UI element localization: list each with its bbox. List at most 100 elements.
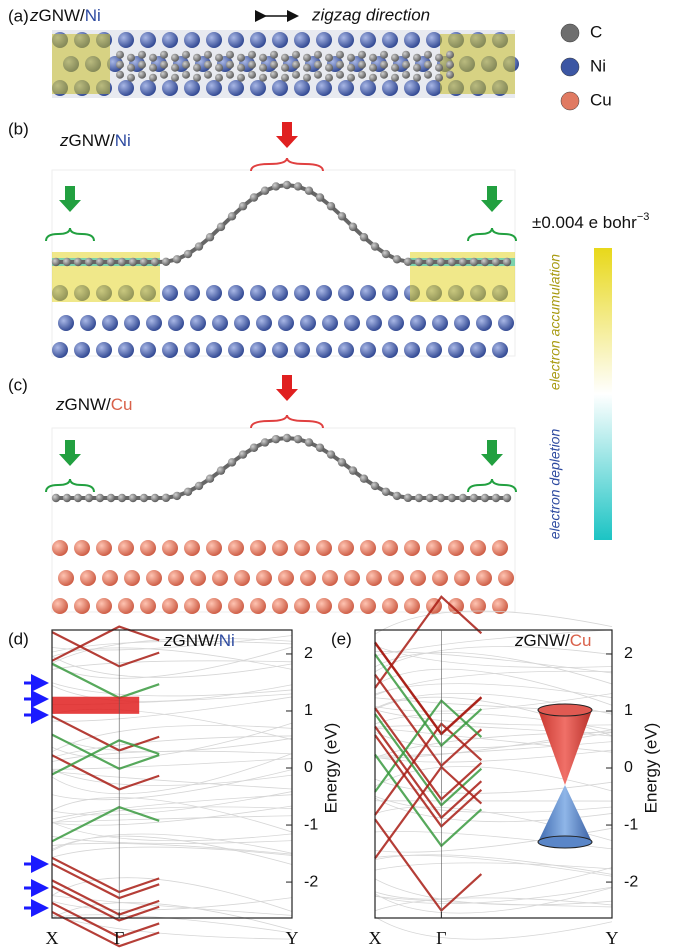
ni-atom bbox=[206, 80, 222, 96]
c-atom bbox=[204, 60, 212, 69]
c-atom bbox=[216, 466, 226, 475]
c-atom bbox=[226, 70, 234, 79]
c-atom bbox=[469, 257, 479, 267]
c-atom bbox=[314, 70, 322, 79]
ni-atom bbox=[382, 32, 398, 48]
metal-atom bbox=[382, 598, 398, 614]
band-line bbox=[374, 610, 613, 635]
metal-atom bbox=[272, 540, 288, 556]
metal-atom bbox=[344, 570, 360, 586]
brace bbox=[467, 478, 517, 493]
band-line bbox=[374, 887, 613, 914]
metal-atom bbox=[360, 598, 376, 614]
metal-atom bbox=[256, 315, 272, 331]
panel-title: zGNW/Ni bbox=[29, 6, 101, 25]
arrow bbox=[276, 122, 298, 148]
c-atom bbox=[171, 63, 179, 72]
c-atom bbox=[160, 70, 168, 79]
brace bbox=[250, 157, 324, 172]
c-atom bbox=[182, 70, 190, 79]
band-line bbox=[51, 901, 160, 939]
c-atom bbox=[183, 249, 193, 259]
c-atom bbox=[292, 70, 300, 79]
c-atom bbox=[303, 53, 311, 62]
metal-atom bbox=[432, 570, 448, 586]
c-atom bbox=[424, 60, 432, 69]
c-atom bbox=[403, 257, 413, 267]
c-atom bbox=[436, 493, 446, 503]
c-atom bbox=[413, 53, 421, 62]
c-atom bbox=[315, 193, 325, 202]
c-atom bbox=[171, 53, 179, 62]
c-atom bbox=[403, 493, 413, 503]
band-line bbox=[51, 910, 160, 948]
c-atom bbox=[458, 257, 468, 267]
title-main: GNW/ bbox=[65, 395, 112, 414]
metal-atom bbox=[212, 315, 228, 331]
c-atom bbox=[73, 257, 83, 267]
metal-atom bbox=[168, 570, 184, 586]
colorbar-unit: ±0.004 e bohr bbox=[532, 213, 637, 232]
metal-atom bbox=[316, 285, 332, 301]
c-atom bbox=[414, 257, 424, 267]
metal-atom bbox=[58, 570, 74, 586]
metal-atom bbox=[80, 315, 96, 331]
x-tick-label: X bbox=[46, 928, 59, 948]
metal-atom bbox=[366, 315, 382, 331]
metal-atom bbox=[250, 342, 266, 358]
c-atom bbox=[215, 53, 223, 62]
c-atom bbox=[259, 53, 267, 62]
c-atom bbox=[282, 180, 292, 190]
ni-atom bbox=[162, 80, 178, 96]
metal-atom bbox=[146, 315, 162, 331]
y-tick-label: -1 bbox=[304, 816, 318, 833]
c-atom bbox=[128, 493, 138, 503]
c-atom bbox=[315, 443, 325, 452]
arrow bbox=[59, 440, 81, 466]
band-line bbox=[374, 854, 613, 875]
c-atom bbox=[446, 70, 454, 79]
metal-atom bbox=[162, 285, 178, 301]
y-tick-label: 2 bbox=[624, 645, 633, 662]
metal-atom bbox=[184, 598, 200, 614]
metal-atom bbox=[316, 540, 332, 556]
title-metal: Ni bbox=[115, 131, 131, 150]
c-atom bbox=[480, 493, 490, 503]
title-part: GNW/ bbox=[173, 631, 220, 650]
c-atom bbox=[51, 493, 61, 503]
cone-bottom bbox=[538, 785, 592, 842]
c-atom bbox=[194, 481, 204, 491]
band-line bbox=[51, 805, 293, 826]
c-atom bbox=[171, 73, 179, 82]
metal-atom bbox=[228, 540, 244, 556]
c-atom bbox=[149, 73, 157, 82]
c-atom bbox=[226, 60, 234, 69]
c-atom bbox=[359, 233, 369, 242]
c-atom bbox=[161, 257, 171, 267]
c-atom bbox=[172, 255, 182, 264]
plot-frame bbox=[374, 629, 613, 919]
metal-atom bbox=[470, 342, 486, 358]
band-line bbox=[51, 724, 293, 753]
title-part: z bbox=[514, 631, 524, 650]
metal-atom bbox=[366, 570, 382, 586]
c-atom bbox=[347, 53, 355, 62]
c-atom bbox=[193, 73, 201, 82]
c-atom bbox=[435, 53, 443, 62]
c-atom bbox=[95, 257, 105, 267]
ni-atom bbox=[228, 80, 244, 96]
c-atom bbox=[215, 63, 223, 72]
band-line bbox=[374, 652, 613, 685]
metal-atom bbox=[322, 315, 338, 331]
arrow bbox=[481, 186, 503, 212]
c-atom bbox=[292, 50, 300, 59]
c-atom bbox=[480, 257, 490, 267]
c-atom bbox=[425, 493, 435, 503]
colorbar bbox=[594, 248, 612, 540]
c-atom bbox=[260, 186, 270, 195]
c-atom bbox=[402, 70, 410, 79]
metal-atom bbox=[102, 570, 118, 586]
metal-atom bbox=[102, 315, 118, 331]
ni-atom bbox=[162, 32, 178, 48]
